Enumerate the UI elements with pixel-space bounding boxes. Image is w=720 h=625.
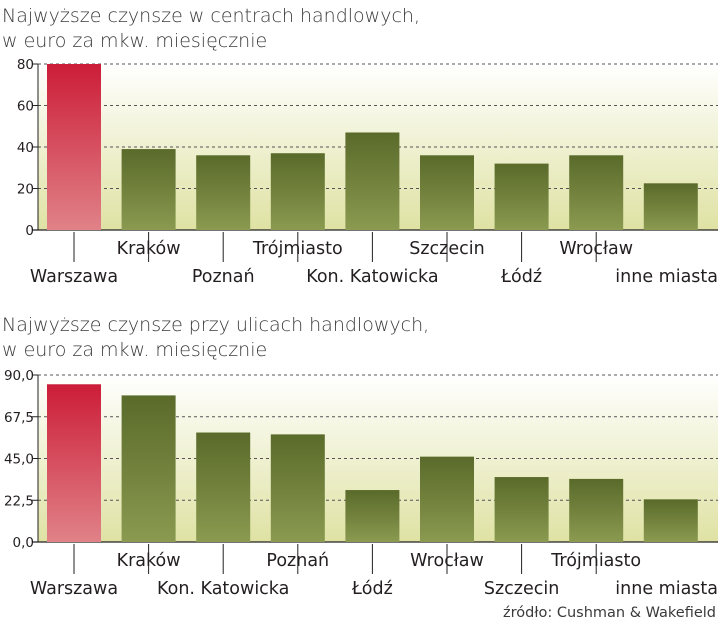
chart-1-bar xyxy=(643,183,698,230)
chart-2-bar xyxy=(420,456,474,542)
chart-1-category-label: Łódź xyxy=(500,267,542,287)
chart-1-y-tick-label: 20 xyxy=(17,182,34,198)
chart-2-y-tick-label: 67,5 xyxy=(4,410,34,426)
chart-1-y-tick-label: 60 xyxy=(17,99,34,115)
chart-1-category-label: Kraków xyxy=(117,239,181,259)
chart-1-category-label: Poznań xyxy=(192,267,255,287)
chart-1-bar xyxy=(345,132,400,230)
chart-2-bar xyxy=(47,384,101,542)
source-note: źródło: Cushman & Wakefield xyxy=(503,605,716,621)
chart-2-category-label: Łódź xyxy=(351,579,393,599)
chart-2-bar xyxy=(643,499,698,542)
chart-2-bar xyxy=(196,432,251,542)
chart-1-bar xyxy=(196,155,251,230)
chart-2-y-tick-label: 22,5 xyxy=(4,493,34,509)
chart-1-category-label: Warszawa xyxy=(30,267,118,287)
chart-2-category-label: Wrocław xyxy=(410,551,484,571)
chart-2-category-label: Warszawa xyxy=(30,579,118,599)
chart-2-category-label: Kraków xyxy=(117,551,181,571)
chart-1-y-tick-label: 80 xyxy=(17,57,34,73)
chart-2-category-label: inne miasta xyxy=(615,579,718,599)
chart-1-bar xyxy=(494,163,549,230)
chart-2: 0,0 22,5 45,0 67,5 90,0 Warszawa Kraków Kon. Ka… xyxy=(4,368,718,599)
chart-1-category-label: Trójmiasto xyxy=(252,239,343,259)
chart-1: 0 20 40 60 80 Warszawa Kraków Poznań Trójmiasto K… xyxy=(17,57,718,287)
chart-2-y-tick-label: 45,0 xyxy=(4,452,34,468)
chart-1-bar xyxy=(569,155,624,230)
chart-2-y-tick-label: 90,0 xyxy=(4,368,34,384)
chart-2-bar xyxy=(345,490,400,542)
chart-1-y-tick-label: 40 xyxy=(17,140,34,156)
chart-2-category-label: Kon. Katowicka xyxy=(157,579,289,599)
chart-1-bar xyxy=(420,155,474,230)
chart-1-y-tick-label: 0 xyxy=(25,223,34,239)
chart-1-bar xyxy=(270,153,325,230)
chart-2-category-label: Trójmiasto xyxy=(550,551,641,571)
chart-2-category-label: Poznań xyxy=(266,551,329,571)
chart-1-category-label: Kon. Katowicka xyxy=(306,267,438,287)
chart-1-subtitle: w euro za mkw. miesięcznie xyxy=(2,30,267,52)
chart-2-subtitle: w euro za mkw. miesięcznie xyxy=(2,339,267,361)
chart-2-y-tick-label: 0,0 xyxy=(13,535,34,551)
chart-1-bar xyxy=(121,149,176,230)
chart-2-bar xyxy=(121,395,176,542)
chart-1-bar xyxy=(47,64,101,230)
chart-2-bar xyxy=(270,434,325,542)
chart-1-category-label: inne miasta xyxy=(615,267,718,287)
chart-1-title: Najwyższe czynsze w centrach handlowych, xyxy=(2,5,420,27)
chart-2-bar xyxy=(569,478,624,542)
chart-1-category-label: Szczecin xyxy=(409,239,484,259)
chart-1-category-label: Wrocław xyxy=(559,239,633,259)
chart-2-category-label: Szczecin xyxy=(484,579,559,599)
chart-2-bar xyxy=(494,477,549,542)
chart-2-title: Najwyższe czynsze przy ulicach handlowyc… xyxy=(2,314,429,336)
